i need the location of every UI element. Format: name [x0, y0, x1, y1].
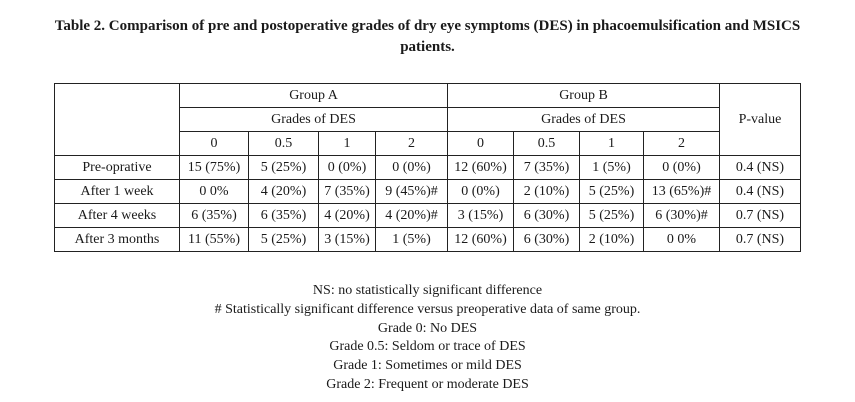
- table-cell: 9 (45%)#: [375, 179, 448, 204]
- p-value-cell: 0.4 (NS): [719, 155, 801, 180]
- note-grade-0: Grade 0: No DES: [377, 320, 478, 336]
- grade-header-b-0-5: 0.5: [513, 131, 580, 156]
- table-cell: 6 (30%): [513, 227, 580, 252]
- group-a-grades-label: Grades of DES: [179, 107, 448, 132]
- grade-header-a-1: 1: [318, 131, 376, 156]
- empty-corner-cell: [54, 83, 180, 156]
- table-cell: 6 (35%): [248, 203, 319, 228]
- caption-line-2: patients.: [400, 39, 455, 55]
- note-significance: # Statistically significant difference v…: [214, 301, 641, 317]
- table-cell: 2 (10%): [513, 179, 580, 204]
- p-value-cell: 0.7 (NS): [719, 203, 801, 228]
- table-cell: 0 0%: [643, 227, 720, 252]
- table-cell: 2 (10%): [579, 227, 644, 252]
- table-cell: 1 (5%): [375, 227, 448, 252]
- table-row: After 1 week 0 0% 4 (20%) 7 (35%) 9 (45%…: [54, 179, 801, 204]
- table-cell: 3 (15%): [318, 227, 376, 252]
- table-row: Pre-oprative 15 (75%) 5 (25%) 0 (0%) 0 (…: [54, 155, 801, 180]
- group-b-grades-label: Grades of DES: [447, 107, 720, 132]
- note-grade-0-5: Grade 0.5: Seldom or trace of DES: [329, 339, 526, 355]
- grade-header-a-0: 0: [179, 131, 249, 156]
- row-label: After 4 weeks: [54, 203, 180, 228]
- table-cell: 6 (35%): [179, 203, 249, 228]
- header-row-groups: Group A Group B P-value: [54, 83, 801, 156]
- table-cell: 3 (15%): [447, 203, 514, 228]
- table-cell: 0 (0%): [643, 155, 720, 180]
- table-cell: 0 (0%): [318, 155, 376, 180]
- note-grade-2: Grade 2: Frequent or moderate DES: [326, 376, 529, 392]
- p-value-cell: 0.4 (NS): [719, 179, 801, 204]
- table-cell: 7 (35%): [318, 179, 376, 204]
- table-cell: 4 (20%)#: [375, 203, 448, 228]
- table-cell: 15 (75%): [179, 155, 249, 180]
- row-label: Pre-oprative: [54, 155, 180, 180]
- grade-header-a-2: 2: [375, 131, 448, 156]
- p-value-cell: 0.7 (NS): [719, 227, 801, 252]
- table-cell: 4 (20%): [248, 179, 319, 204]
- group-b-header: Group B: [447, 83, 720, 108]
- table-row: After 3 months 11 (55%) 5 (25%) 3 (15%) …: [54, 227, 801, 252]
- table-cell: 7 (35%): [513, 155, 580, 180]
- table-caption: Table 2. Comparison of pre and postopera…: [12, 16, 843, 58]
- table-cell: 12 (60%): [447, 227, 514, 252]
- table-cell: 5 (25%): [248, 227, 319, 252]
- table-cell: 0 (0%): [375, 155, 448, 180]
- caption-line-1: Table 2. Comparison of pre and postopera…: [54, 18, 801, 34]
- row-label: After 1 week: [54, 179, 180, 204]
- table-cell: 11 (55%): [179, 227, 249, 252]
- table-cell: 13 (65%)#: [643, 179, 720, 204]
- group-a-header: Group A: [179, 83, 448, 108]
- grade-header-b-1: 1: [579, 131, 644, 156]
- des-comparison-table: Group A Group B P-value Grades of DES Gr…: [54, 83, 801, 252]
- grade-header-a-0-5: 0.5: [248, 131, 319, 156]
- note-grade-1: Grade 1: Sometimes or mild DES: [333, 358, 522, 374]
- header-row-grades-label: Grades of DES Grades of DES: [55, 107, 801, 132]
- header-row-grade-values: 0 0.5 1 2 0 0.5 1 2: [55, 131, 801, 156]
- p-value-header: P-value: [719, 83, 801, 156]
- table-cell: 5 (25%): [579, 203, 644, 228]
- table-cell: 0 (0%): [447, 179, 514, 204]
- table-cell: 6 (30%): [513, 203, 580, 228]
- note-ns: NS: no statistically significant differe…: [312, 283, 543, 298]
- row-label: After 3 months: [54, 227, 180, 252]
- table-cell: 1 (5%): [579, 155, 644, 180]
- table-notes: NS: no statistically significant differe…: [0, 282, 855, 395]
- table-cell: 5 (25%): [248, 155, 319, 180]
- table-cell: 0 0%: [179, 179, 249, 204]
- grade-header-b-0: 0: [447, 131, 514, 156]
- table-cell: 6 (30%)#: [643, 203, 720, 228]
- table-row: After 4 weeks 6 (35%) 6 (35%) 4 (20%) 4 …: [54, 203, 801, 228]
- grade-header-b-2: 2: [643, 131, 720, 156]
- table-cell: 5 (25%): [579, 179, 644, 204]
- table-cell: 12 (60%): [447, 155, 514, 180]
- table-cell: 4 (20%): [318, 203, 376, 228]
